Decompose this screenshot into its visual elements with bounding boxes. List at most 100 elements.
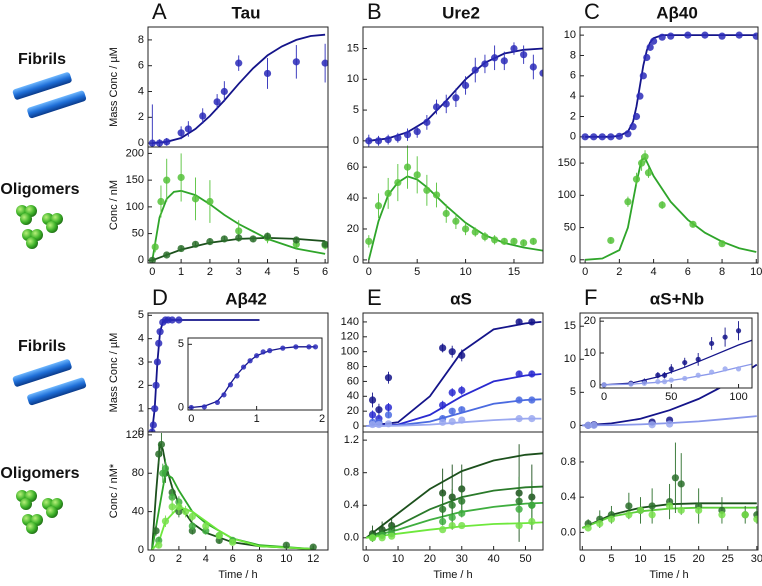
data-point (206, 197, 214, 206)
data-point (384, 420, 393, 428)
data-point (500, 57, 508, 65)
data-point (227, 382, 234, 388)
data-point (375, 420, 383, 429)
data-point (148, 256, 156, 263)
data-point (515, 497, 523, 505)
data-point (520, 239, 528, 247)
data-point (718, 32, 726, 40)
data-point (155, 139, 164, 147)
data-point (175, 503, 183, 511)
data-point (448, 388, 456, 397)
y-tick-label: 80 (132, 467, 144, 479)
panel: 0.0 0.4 0.8 0 5 10 15 20 25 30 Time / h (561, 431, 762, 581)
axes-frame (147, 431, 329, 551)
data-point (309, 543, 317, 550)
data-point (584, 421, 592, 429)
data-point (374, 202, 383, 210)
fit-line (152, 33, 326, 144)
panel-title: αS+Nb (650, 289, 704, 308)
data-point (500, 237, 508, 245)
panel: 0 10 20 0 50 100 (584, 315, 753, 403)
y-tick-label: 60 (347, 161, 359, 173)
data-point (515, 370, 523, 378)
panel: 0 5 10 15 (347, 26, 544, 148)
data-point (384, 136, 392, 144)
data-point (452, 94, 460, 102)
data-point (452, 217, 460, 225)
data-point (625, 511, 633, 519)
panel: 0 5 0 1 2 (178, 337, 325, 425)
data-point (161, 464, 170, 473)
axes-frame (147, 146, 329, 264)
axes-frame (599, 317, 753, 389)
x-tick-label: 0 (363, 553, 369, 565)
data-point (292, 236, 300, 244)
x-tick-label: 3 (236, 266, 242, 278)
x-tick-label: 2 (176, 553, 182, 565)
plot-area (188, 344, 319, 410)
data-point (448, 407, 456, 415)
data-point (247, 358, 253, 364)
data-point (624, 130, 632, 138)
y-tick-label: 6 (138, 60, 144, 72)
data-point (263, 232, 272, 240)
y-tick-label: 15 (347, 42, 359, 54)
y-tick-label: 6 (570, 70, 576, 82)
x-tick-label: 0 (582, 266, 588, 278)
inset-background (188, 338, 322, 410)
data-point (439, 517, 447, 526)
data-point (148, 428, 156, 432)
data-point (644, 169, 653, 177)
y-tick-label: 0 (138, 137, 144, 149)
data-point (658, 33, 666, 41)
data-point (280, 345, 286, 351)
data-point (655, 379, 661, 385)
data-point (461, 225, 470, 233)
x-tick-label: 5 (293, 266, 299, 278)
x-tick-label: 2 (207, 266, 213, 278)
plot-area (148, 33, 328, 147)
data-point (293, 344, 299, 350)
y-tick-label: 20 (347, 223, 359, 235)
data-point (695, 372, 701, 378)
y-tick-label: 10 (564, 353, 576, 365)
x-tick-label: 30 (456, 553, 468, 565)
x-tick-label: 10 (459, 266, 471, 278)
y-tick-label: 150 (558, 157, 576, 169)
data-point (661, 379, 668, 385)
data-point (191, 240, 200, 248)
data-point (235, 227, 243, 235)
axes-frame (579, 146, 759, 264)
data-point (632, 112, 641, 121)
data-point (625, 502, 633, 510)
data-point (458, 521, 466, 530)
x-tick-label: 0 (366, 266, 372, 278)
data-point (260, 349, 266, 355)
y-tick-label: 50 (564, 221, 576, 233)
panel: 0 2 4 6 8 Mass Conc / µM (108, 26, 329, 149)
data-point (423, 118, 431, 126)
plot-area (581, 442, 758, 532)
data-point (695, 356, 701, 362)
data-point (168, 493, 176, 501)
y-tick-label: 0 (570, 419, 576, 431)
panel-letter: A (152, 0, 167, 24)
data-point (665, 420, 674, 428)
data-point (581, 133, 589, 141)
y-tick-label: 0 (138, 544, 144, 556)
x-tick-label: 2 (319, 413, 325, 425)
data-point (188, 404, 194, 410)
data-point (607, 515, 616, 523)
data-point (520, 51, 528, 59)
axes-frame (579, 431, 759, 551)
data-point (157, 440, 166, 449)
data-point (168, 503, 176, 511)
x-tick-label: 15 (663, 553, 675, 565)
y-tick-label: 8 (138, 34, 144, 46)
data-point (177, 129, 185, 137)
data-point (682, 375, 688, 382)
data-point (254, 353, 260, 359)
y-tick-label: 0.0 (561, 526, 576, 538)
data-point (155, 339, 163, 347)
